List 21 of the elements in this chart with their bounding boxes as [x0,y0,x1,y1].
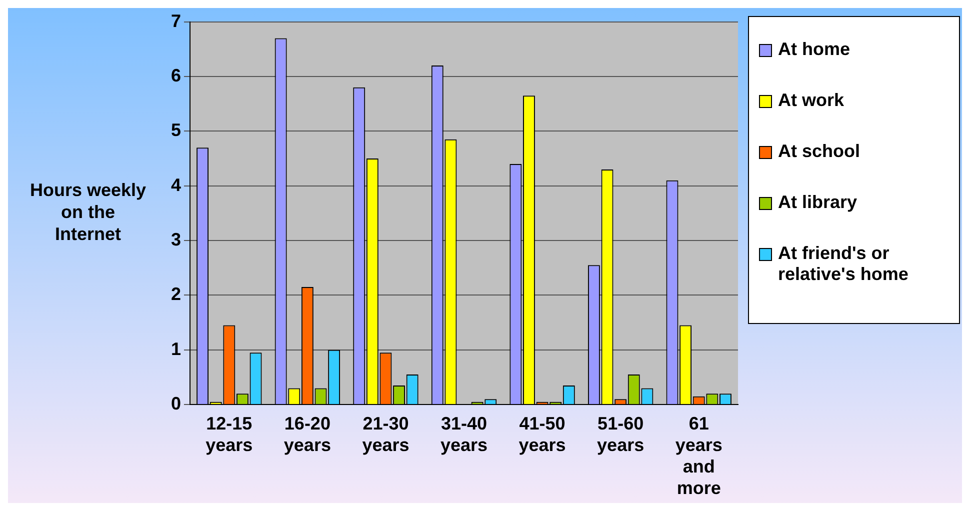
y-tick-label: 2 [170,284,182,304]
y-tick-label: 1 [170,338,182,359]
x-tick-label: 41-50 years [518,413,566,455]
y-tick-label: 0 [170,394,182,414]
x-tick-label: 12-15 years [206,413,253,455]
y-axis-title: Hours weekly on the Internet [30,180,146,244]
legend-label: At friend's or relative's home [778,243,910,285]
legend-label: At home [778,39,850,60]
legend-label: At work [778,90,844,111]
y-tick-label: 3 [170,230,182,250]
legend-label: At library [778,192,858,213]
x-tick-label: 31-40 years [440,413,488,455]
y-tick-label: 7 [170,10,182,31]
legend-label: At school [778,141,860,162]
y-tick-label: 4 [170,174,182,195]
x-tick-label: 16-20 years [284,413,331,455]
x-tick-label: 51-60 years [597,413,644,455]
y-tick-label: 6 [170,65,182,86]
x-tick-label: 61 years and more [675,413,722,498]
y-tick-label: 5 [170,120,182,140]
x-tick-label: 21-30 years [362,413,410,455]
